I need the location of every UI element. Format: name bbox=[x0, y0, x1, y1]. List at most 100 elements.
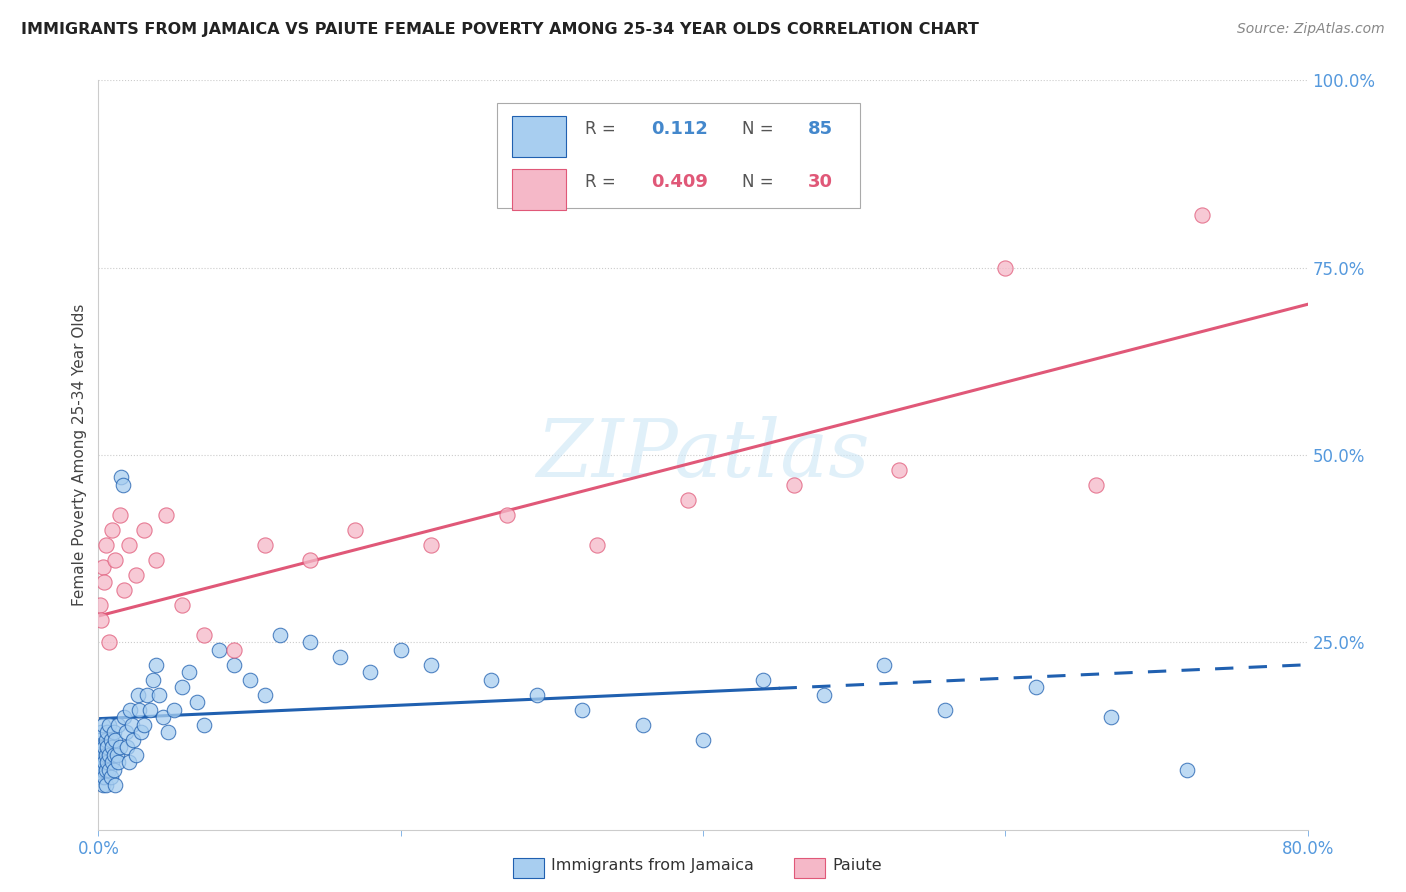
Point bbox=[107, 717, 129, 731]
Point bbox=[101, 755, 124, 769]
Point bbox=[128, 703, 150, 717]
Point bbox=[114, 725, 136, 739]
Point bbox=[94, 763, 117, 777]
Point bbox=[91, 763, 114, 777]
Point bbox=[100, 770, 122, 784]
Point bbox=[783, 478, 806, 492]
Point bbox=[118, 538, 141, 552]
Point bbox=[253, 688, 276, 702]
Point bbox=[93, 575, 115, 590]
Point bbox=[96, 755, 118, 769]
Point bbox=[94, 538, 117, 552]
Point bbox=[344, 523, 367, 537]
Point bbox=[111, 478, 134, 492]
Point bbox=[91, 778, 114, 792]
Point bbox=[224, 642, 246, 657]
Point bbox=[676, 492, 699, 507]
Point bbox=[115, 740, 138, 755]
Text: R =: R = bbox=[585, 120, 620, 138]
Point bbox=[125, 567, 148, 582]
Text: ZIPatlas: ZIPatlas bbox=[536, 417, 870, 493]
Point bbox=[193, 717, 215, 731]
Point bbox=[132, 523, 155, 537]
Point bbox=[571, 703, 593, 717]
Point bbox=[994, 260, 1017, 275]
Point bbox=[132, 717, 155, 731]
FancyBboxPatch shape bbox=[498, 103, 860, 208]
Point bbox=[96, 725, 118, 739]
Point bbox=[98, 717, 121, 731]
Text: Paiute: Paiute bbox=[832, 858, 882, 872]
Point bbox=[495, 508, 517, 522]
Point bbox=[269, 628, 291, 642]
Point bbox=[94, 732, 117, 747]
Point bbox=[145, 657, 167, 672]
Point bbox=[108, 740, 131, 755]
Point bbox=[98, 763, 121, 777]
Point bbox=[186, 695, 208, 709]
Point bbox=[90, 770, 112, 784]
Point bbox=[152, 710, 174, 724]
Point bbox=[96, 740, 118, 755]
Text: 30: 30 bbox=[808, 173, 834, 191]
Point bbox=[1175, 763, 1198, 777]
Point bbox=[104, 732, 127, 747]
Point bbox=[156, 725, 179, 739]
Point bbox=[389, 642, 412, 657]
Point bbox=[91, 560, 114, 574]
Point bbox=[104, 553, 127, 567]
Point bbox=[122, 732, 145, 747]
Point bbox=[105, 747, 128, 762]
Point bbox=[631, 717, 654, 731]
Point bbox=[110, 470, 132, 484]
Point bbox=[1085, 478, 1108, 492]
Point bbox=[90, 755, 112, 769]
Point bbox=[89, 598, 111, 612]
Point bbox=[163, 703, 186, 717]
Point bbox=[98, 635, 121, 649]
Point bbox=[586, 538, 609, 552]
Point bbox=[145, 553, 167, 567]
Point bbox=[934, 703, 956, 717]
Point bbox=[112, 710, 135, 724]
Point bbox=[103, 725, 125, 739]
Text: R =: R = bbox=[585, 173, 620, 191]
Text: Source: ZipAtlas.com: Source: ZipAtlas.com bbox=[1237, 22, 1385, 37]
Point bbox=[170, 680, 193, 694]
Point bbox=[253, 538, 276, 552]
Bar bbox=[512, 116, 567, 158]
Point bbox=[120, 703, 142, 717]
Point bbox=[121, 717, 143, 731]
Point bbox=[91, 717, 114, 731]
Point bbox=[104, 778, 127, 792]
Text: Immigrants from Jamaica: Immigrants from Jamaica bbox=[551, 858, 754, 872]
Point bbox=[89, 747, 111, 762]
Point bbox=[107, 755, 129, 769]
Point bbox=[752, 673, 775, 687]
Point bbox=[299, 553, 322, 567]
Y-axis label: Female Poverty Among 25-34 Year Olds: Female Poverty Among 25-34 Year Olds bbox=[72, 304, 87, 606]
Point bbox=[101, 740, 124, 755]
Point bbox=[129, 725, 152, 739]
Point bbox=[139, 703, 162, 717]
Point bbox=[1099, 710, 1122, 724]
Point bbox=[155, 508, 177, 522]
Text: 85: 85 bbox=[808, 120, 834, 138]
Point bbox=[90, 740, 112, 755]
Point bbox=[481, 673, 503, 687]
Point bbox=[526, 688, 548, 702]
Point bbox=[1191, 208, 1213, 222]
Point bbox=[889, 463, 911, 477]
Point bbox=[239, 673, 262, 687]
Point bbox=[193, 628, 215, 642]
Point bbox=[170, 598, 193, 612]
Point bbox=[98, 747, 121, 762]
Text: 0.409: 0.409 bbox=[651, 173, 707, 191]
Point bbox=[118, 755, 141, 769]
Point bbox=[93, 740, 115, 755]
Point bbox=[420, 538, 443, 552]
Point bbox=[360, 665, 382, 680]
Point bbox=[813, 688, 835, 702]
Point bbox=[224, 657, 246, 672]
Point bbox=[91, 747, 114, 762]
